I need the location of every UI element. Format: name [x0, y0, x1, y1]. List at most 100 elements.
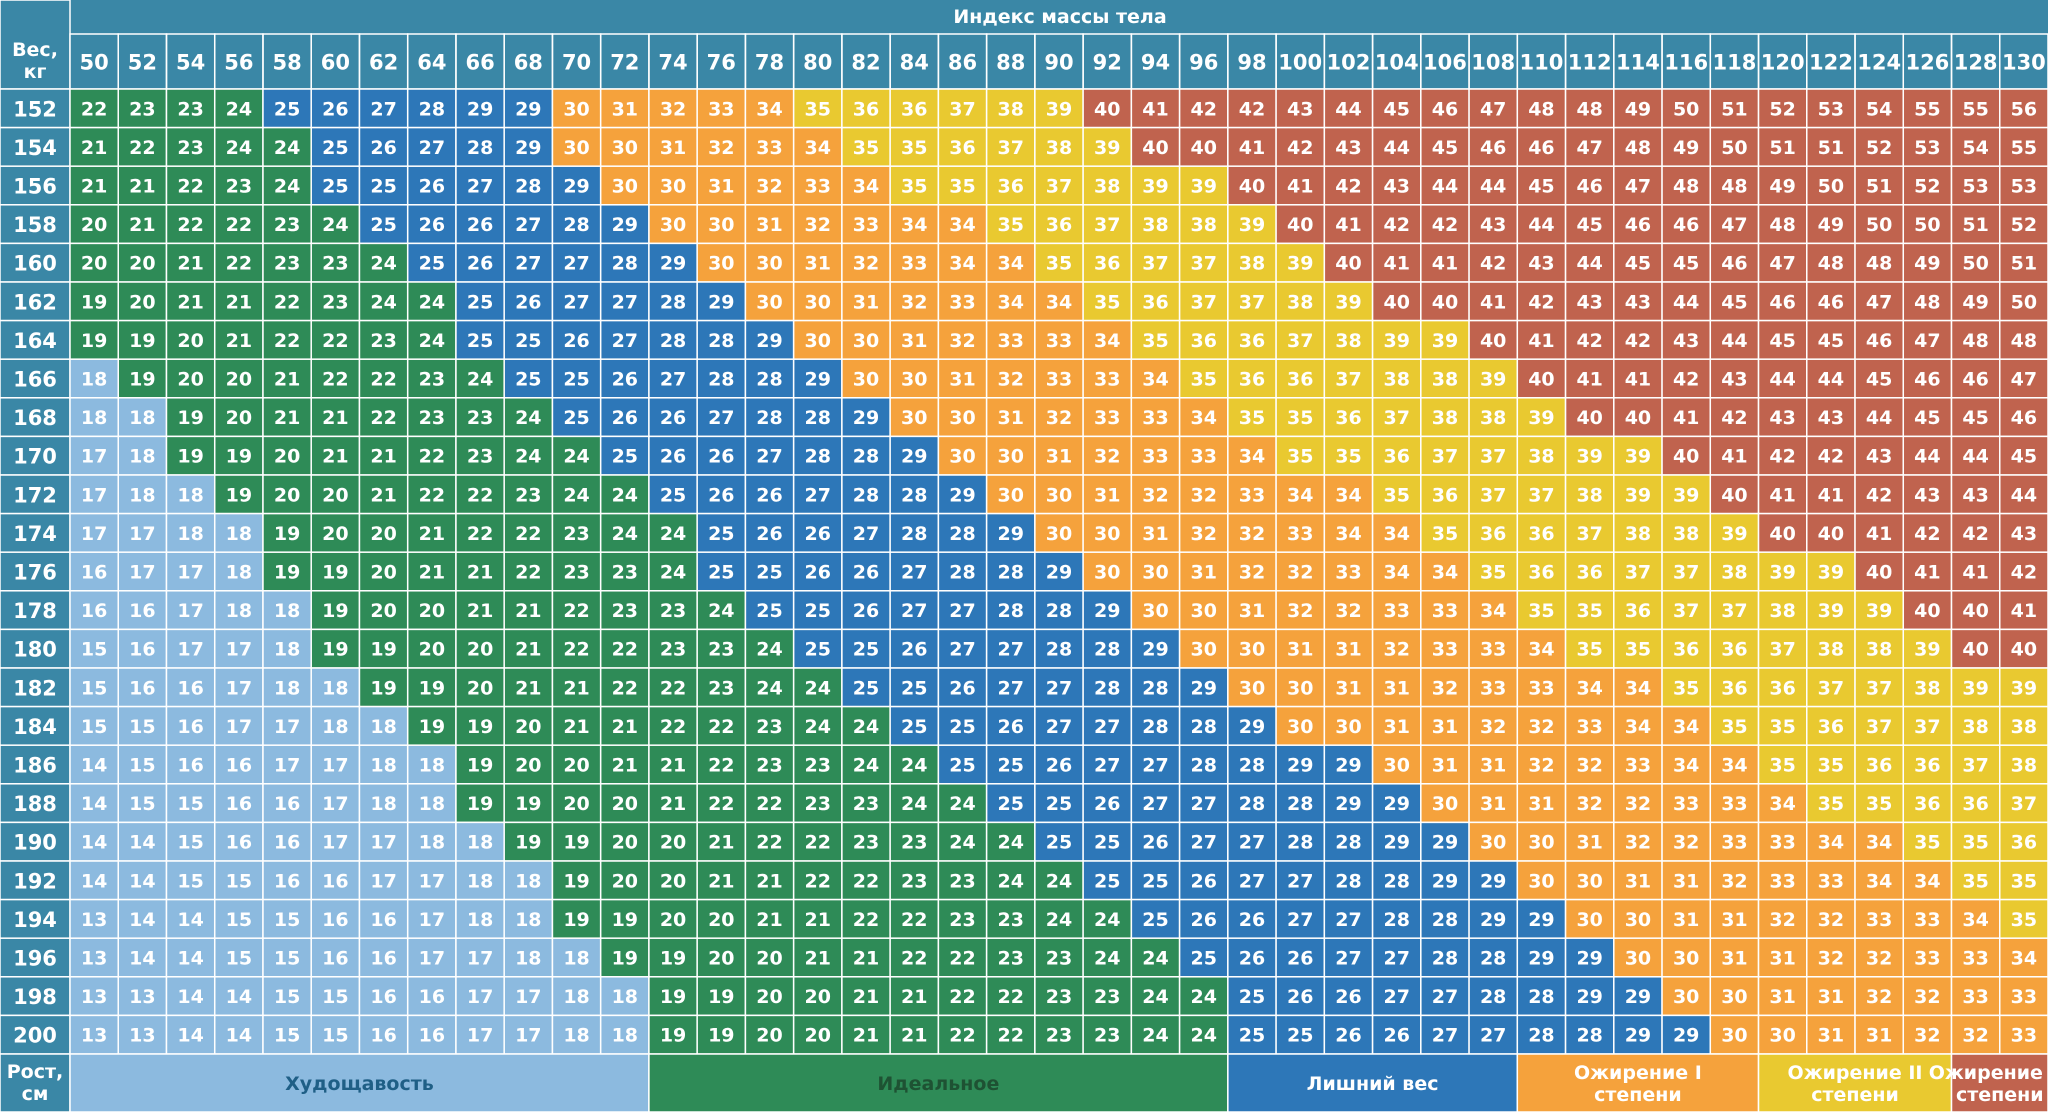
- weight-tick-label: 118: [1712, 51, 1756, 75]
- bmi-value-label: 48: [1962, 330, 1988, 352]
- bmi-value-label: 30: [708, 253, 734, 275]
- bmi-value-label: 17: [467, 1025, 493, 1047]
- bmi-cell: [1999, 512, 2048, 553]
- bmi-value-label: 37: [1721, 600, 1747, 622]
- bmi-value-label: 37: [1625, 562, 1651, 584]
- bmi-value-label: 16: [177, 716, 203, 738]
- weight-tick-label: 102: [1327, 51, 1371, 75]
- bmi-value-label: 44: [2011, 484, 2037, 506]
- bmi-value-label: 49: [1914, 253, 1940, 275]
- height-tick-label: 198: [13, 985, 57, 1009]
- bmi-value-label: 42: [1480, 253, 1506, 275]
- bmi-value-label: 32: [1094, 446, 1120, 468]
- bmi-value-label: 25: [1191, 948, 1217, 970]
- bmi-cell: [1082, 667, 1133, 708]
- bmi-cell: [1468, 783, 1519, 824]
- bmi-value-label: 24: [419, 291, 445, 313]
- bmi-value-label: 22: [949, 986, 975, 1008]
- bmi-value-label: 15: [129, 716, 155, 738]
- bmi-cell: [551, 88, 602, 129]
- bmi-cell: [937, 512, 988, 553]
- bmi-value-label: 35: [1625, 639, 1651, 661]
- bmi-cell: [599, 590, 650, 631]
- bmi-value-label: 46: [1914, 369, 1940, 391]
- bmi-value-label: 17: [515, 986, 541, 1008]
- bmi-value-label: 33: [1287, 523, 1313, 545]
- bmi-value-label: 52: [1866, 137, 1892, 159]
- bmi-value-label: 31: [660, 137, 686, 159]
- bmi-cell: [165, 976, 216, 1017]
- bmi-value-label: 17: [129, 523, 155, 545]
- bmi-value-label: 35: [901, 176, 927, 198]
- bmi-cell: [937, 88, 988, 129]
- bmi-cell: [406, 898, 457, 939]
- bmi-cell: [1468, 898, 1519, 939]
- bmi-value-label: 31: [949, 369, 975, 391]
- bmi-value-label: 25: [1287, 1025, 1313, 1047]
- bmi-value-label: 53: [1914, 137, 1940, 159]
- bmi-cell: [744, 744, 795, 785]
- bmi-cell: [262, 88, 312, 129]
- bmi-cell: [1275, 165, 1326, 206]
- bmi-value-label: 33: [1576, 716, 1602, 738]
- bmi-value-label: 22: [419, 484, 445, 506]
- bmi-value-label: 20: [612, 870, 638, 892]
- weight-tick-label: 82: [851, 51, 880, 75]
- bmi-cell: [1516, 358, 1567, 399]
- bmi-value-label: 26: [612, 407, 638, 429]
- bmi-cell: [1999, 435, 2048, 476]
- bmi-value-label: 34: [1673, 716, 1699, 738]
- bmi-cell: [1757, 397, 1808, 438]
- bmi-cell: [358, 898, 409, 939]
- bmi-value-label: 34: [1914, 870, 1940, 892]
- bmi-value-label: 19: [515, 832, 541, 854]
- bmi-value-label: 40: [1576, 407, 1602, 429]
- bmi-value-label: 50: [1914, 214, 1940, 236]
- bmi-cell: [262, 783, 312, 824]
- bmi-value-label: 25: [1046, 832, 1072, 854]
- bmi-value-label: 24: [1046, 909, 1072, 931]
- bmi-value-label: 28: [998, 600, 1024, 622]
- bmi-cell: [406, 88, 457, 129]
- bmi-value-label: 45: [1914, 407, 1940, 429]
- bmi-value-label: 34: [1046, 291, 1072, 313]
- bmi-cell: [310, 667, 361, 708]
- bmi-cell: [406, 319, 457, 360]
- bmi-cell: [792, 474, 843, 515]
- bmi-cell: [1902, 628, 1953, 669]
- bmi-cell: [503, 126, 554, 167]
- bmi-value-label: 22: [949, 948, 975, 970]
- bmi-value-label: 42: [1432, 214, 1458, 236]
- bmi-cell: [937, 705, 988, 746]
- bmi-value-label: 20: [129, 253, 155, 275]
- bmi-cell: [213, 976, 264, 1017]
- bmi-value-label: 14: [177, 1025, 203, 1047]
- bmi-value-label: 28: [1480, 948, 1506, 970]
- bmi-value-label: 30: [1721, 1025, 1747, 1047]
- bmi-value-label: 35: [1383, 484, 1409, 506]
- bmi-cell: [599, 397, 650, 438]
- bmi-cell: [69, 744, 119, 785]
- bmi-value-label: 42: [1914, 523, 1940, 545]
- bmi-value-label: 24: [419, 330, 445, 352]
- bmi-cell: [358, 512, 409, 553]
- bmi-cell: [1613, 976, 1663, 1017]
- bmi-value-label: 14: [226, 986, 252, 1008]
- bmi-value-label: 19: [370, 639, 396, 661]
- bmi-cell: [455, 165, 505, 206]
- bmi-value-label: 30: [1721, 986, 1747, 1008]
- bmi-value-label: 28: [1528, 1025, 1554, 1047]
- bmi-cell: [310, 397, 361, 438]
- bmi-cell: [1564, 358, 1615, 399]
- bmi-value-label: 30: [1142, 562, 1168, 584]
- bmi-cell: [1661, 512, 1712, 553]
- bmi-value-label: 39: [1962, 677, 1988, 699]
- bmi-cell: [406, 165, 457, 206]
- bmi-value-label: 35: [1769, 755, 1795, 777]
- bmi-value-label: 23: [177, 98, 203, 120]
- bmi-value-label: 37: [1383, 407, 1409, 429]
- bmi-value-label: 48: [1721, 176, 1747, 198]
- bmi-cell: [1709, 88, 1760, 129]
- height-tick-label: 178: [13, 599, 57, 623]
